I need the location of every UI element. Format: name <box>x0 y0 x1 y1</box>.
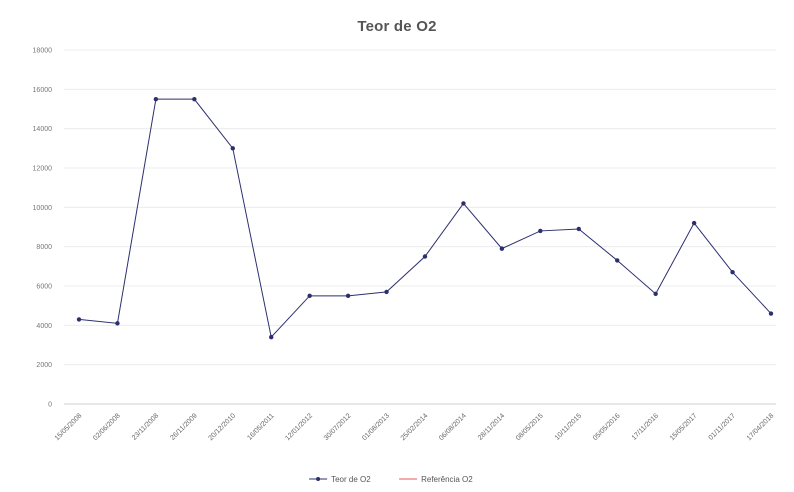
x-tick-label: 15/05/2008 <box>54 412 84 442</box>
data-point <box>461 201 466 206</box>
data-point <box>768 311 774 316</box>
data-point <box>730 270 735 275</box>
legend-label: Teor de O2 <box>331 475 371 484</box>
data-point <box>115 321 120 326</box>
y-tick-label: 0 <box>48 402 52 409</box>
data-point <box>307 293 312 299</box>
chart-title: Teor de O2 <box>357 18 437 35</box>
data-point <box>230 146 235 151</box>
data-point <box>691 220 697 226</box>
y-tick-label: 2000 <box>36 362 52 369</box>
x-tick-label: 30/07/2012 <box>323 412 353 442</box>
x-tick-label: 01/08/2013 <box>361 412 391 442</box>
data-point <box>76 317 82 322</box>
x-tick-label: 20/12/2010 <box>207 412 237 442</box>
x-tick-label: 16/05/2011 <box>246 412 275 441</box>
data-point <box>345 293 351 299</box>
data-point <box>499 246 505 251</box>
x-tick-label: 06/08/2014 <box>438 412 468 442</box>
data-point <box>653 291 658 297</box>
y-tick-label: 10000 <box>33 205 53 212</box>
data-point <box>576 226 581 232</box>
x-tick-label: 10/11/2015 <box>554 412 583 441</box>
x-tick-label: 17/04/2018 <box>746 412 776 442</box>
x-tick-label: 02/06/2008 <box>92 412 122 442</box>
x-tick-label: 26/11/2009 <box>169 412 198 441</box>
x-tick-label: 23/11/2008 <box>131 412 160 441</box>
y-tick-label: 18000 <box>33 48 53 55</box>
y-tick-label: 4000 <box>36 323 52 330</box>
x-tick-label: 12/01/2012 <box>284 412 314 442</box>
data-point <box>384 289 389 295</box>
y-tick-label: 8000 <box>36 244 52 251</box>
data-point <box>615 258 620 263</box>
x-tick-label: 08/05/2015 <box>515 412 545 442</box>
y-tick-label: 6000 <box>36 284 52 291</box>
x-tick-label: 01/11/2017 <box>708 412 737 441</box>
data-point <box>269 334 274 340</box>
y-tick-label: 12000 <box>33 166 53 173</box>
legend-marker <box>316 477 321 481</box>
data-point <box>153 96 159 102</box>
data-point <box>422 254 428 259</box>
y-tick-label: 14000 <box>33 126 53 133</box>
series-line <box>78 98 772 339</box>
legend-label: Referência O2 <box>421 475 473 484</box>
x-tick-label: 25/02/2014 <box>400 412 430 442</box>
data-point <box>538 228 543 234</box>
x-tick-label: 05/05/2016 <box>592 412 622 442</box>
x-tick-label: 28/11/2014 <box>477 412 506 441</box>
x-tick-label: 17/11/2016 <box>631 412 660 441</box>
y-tick-label: 16000 <box>33 87 53 94</box>
x-tick-label: 15/05/2017 <box>669 412 699 442</box>
data-point <box>192 96 197 102</box>
